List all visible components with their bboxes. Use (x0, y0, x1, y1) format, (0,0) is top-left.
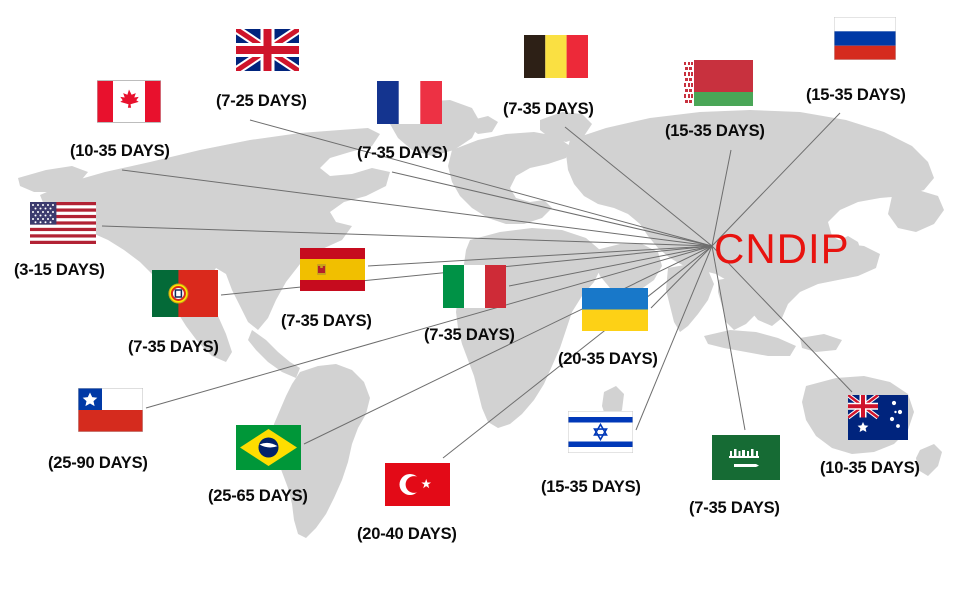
russia-flag (834, 17, 896, 60)
delivery-time-label-russia: (15-35 DAYS) (806, 86, 906, 104)
delivery-time-label-canada: (10-35 DAYS) (70, 142, 170, 160)
route-line-uk (249, 119, 713, 247)
route-line-chile (145, 245, 713, 409)
delivery-time-label-france: (7-35 DAYS) (357, 144, 448, 162)
route-line-saudi (711, 245, 746, 431)
route-line-canada (121, 169, 713, 247)
delivery-time-label-belgium: (7-35 DAYS) (503, 100, 594, 118)
canada-flag (97, 80, 161, 123)
turkey-flag (385, 463, 450, 506)
route-line-france (391, 171, 713, 247)
saudi-arabia-flag (712, 435, 780, 480)
delivery-time-label-usa: (3-15 DAYS) (14, 261, 105, 279)
route-line-australia (711, 245, 853, 393)
israel-flag (568, 411, 633, 453)
brazil-flag (236, 425, 301, 470)
hub-label-cndip: CNDIP (714, 225, 850, 272)
italy-flag (443, 265, 506, 308)
spain-flag (300, 248, 365, 291)
delivery-time-label-saudi: (7-35 DAYS) (689, 499, 780, 517)
route-line-ukraine (650, 245, 713, 309)
route-line-spain (367, 245, 713, 267)
delivery-time-label-italy: (7-35 DAYS) (424, 326, 515, 344)
uk-flag (236, 29, 299, 71)
delivery-time-label-belarus: (15-35 DAYS) (665, 122, 765, 140)
route-line-usa (101, 225, 713, 247)
chile-flag (78, 388, 143, 432)
route-line-italy (508, 245, 713, 287)
route-line-belgium (564, 126, 713, 247)
route-line-belarus (711, 149, 732, 247)
delivery-time-label-spain: (7-35 DAYS) (281, 312, 372, 330)
delivery-time-label-portugal: (7-35 DAYS) (128, 338, 219, 356)
delivery-time-label-chile: (25-90 DAYS) (48, 454, 148, 472)
delivery-time-label-australia: (10-35 DAYS) (820, 459, 920, 477)
delivery-time-label-ukraine: (20-35 DAYS) (558, 350, 658, 368)
delivery-time-label-uk: (7-25 DAYS) (216, 92, 307, 110)
route-line-turkey (442, 245, 713, 459)
portugal-flag (152, 270, 218, 317)
route-line-russia (711, 112, 841, 247)
delivery-time-label-turkey: (20-40 DAYS) (357, 525, 457, 543)
ukraine-flag (582, 288, 648, 331)
france-flag (377, 81, 442, 124)
route-line-brazil (303, 245, 713, 445)
delivery-time-label-brazil: (25-65 DAYS) (208, 487, 308, 505)
usa-flag (30, 202, 96, 244)
belgium-flag (524, 35, 588, 78)
australia-flag (848, 395, 908, 440)
delivery-time-label-israel: (15-35 DAYS) (541, 478, 641, 496)
belarus-flag (683, 60, 753, 106)
route-line-israel (635, 245, 713, 431)
